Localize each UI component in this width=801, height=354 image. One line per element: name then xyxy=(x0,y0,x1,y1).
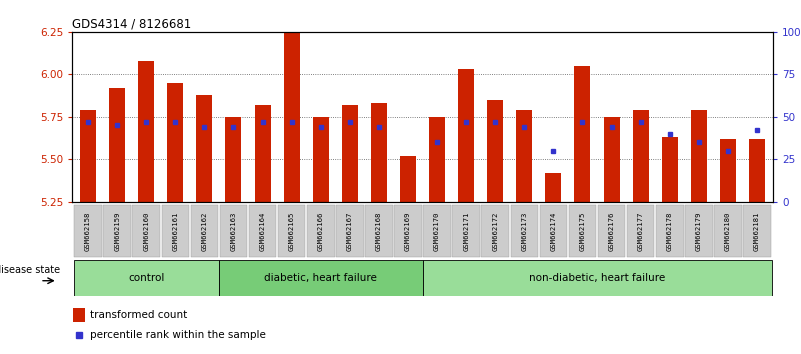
Text: disease state: disease state xyxy=(0,265,61,275)
Bar xyxy=(510,205,538,257)
Text: GSM662177: GSM662177 xyxy=(638,211,644,251)
Text: GSM662181: GSM662181 xyxy=(754,211,760,251)
Text: GSM662168: GSM662168 xyxy=(376,211,382,251)
Bar xyxy=(720,139,736,202)
Text: diabetic, heart failure: diabetic, heart failure xyxy=(264,273,377,283)
Bar xyxy=(656,205,683,257)
Bar xyxy=(312,117,328,202)
Bar xyxy=(307,205,335,257)
Bar xyxy=(103,205,131,257)
Text: GSM662170: GSM662170 xyxy=(434,211,440,251)
Text: GSM662178: GSM662178 xyxy=(666,211,673,251)
Bar xyxy=(336,205,364,257)
Bar xyxy=(132,205,160,257)
Bar xyxy=(569,205,596,257)
Bar xyxy=(365,205,392,257)
Text: GSM662158: GSM662158 xyxy=(85,211,91,251)
Bar xyxy=(604,117,619,202)
Bar xyxy=(255,105,271,202)
Text: GSM662171: GSM662171 xyxy=(463,211,469,251)
Text: GSM662180: GSM662180 xyxy=(725,211,731,251)
Text: GSM662167: GSM662167 xyxy=(347,211,352,251)
Bar xyxy=(400,156,416,202)
Bar xyxy=(487,100,503,202)
Bar xyxy=(139,61,155,202)
Bar xyxy=(167,83,183,202)
Bar xyxy=(749,139,765,202)
Bar xyxy=(74,205,102,257)
Text: GSM662175: GSM662175 xyxy=(579,211,586,251)
Text: GSM662161: GSM662161 xyxy=(172,211,179,251)
Bar xyxy=(598,205,626,257)
Text: GSM662172: GSM662172 xyxy=(493,211,498,251)
Bar xyxy=(423,205,451,257)
Bar xyxy=(627,205,654,257)
Bar xyxy=(394,205,422,257)
Bar xyxy=(191,205,218,257)
Text: GSM662179: GSM662179 xyxy=(696,211,702,251)
Bar xyxy=(743,205,771,257)
Text: percentile rank within the sample: percentile rank within the sample xyxy=(91,330,266,341)
Bar xyxy=(662,137,678,202)
Bar xyxy=(74,260,219,296)
Bar xyxy=(109,88,125,202)
Text: GSM662163: GSM662163 xyxy=(231,211,236,251)
Bar xyxy=(371,103,387,202)
Bar xyxy=(545,173,562,202)
Bar xyxy=(342,105,358,202)
Text: GSM662173: GSM662173 xyxy=(521,211,527,251)
Bar xyxy=(517,110,533,202)
Bar xyxy=(540,205,567,257)
Bar xyxy=(219,205,248,257)
Bar xyxy=(80,110,96,202)
Text: control: control xyxy=(128,273,164,283)
Text: GSM662165: GSM662165 xyxy=(288,211,295,251)
Text: GSM662162: GSM662162 xyxy=(201,211,207,251)
Bar xyxy=(73,308,86,321)
Text: GSM662166: GSM662166 xyxy=(318,211,324,251)
Bar xyxy=(685,205,713,257)
Bar xyxy=(481,205,509,257)
Text: GSM662174: GSM662174 xyxy=(550,211,557,251)
Text: GSM662176: GSM662176 xyxy=(609,211,614,251)
Bar xyxy=(453,205,480,257)
Text: transformed count: transformed count xyxy=(91,310,187,320)
Bar xyxy=(278,205,305,257)
Bar xyxy=(633,110,649,202)
Text: GSM662160: GSM662160 xyxy=(143,211,149,251)
Bar xyxy=(690,110,706,202)
Bar xyxy=(574,66,590,202)
Bar xyxy=(423,260,771,296)
Bar xyxy=(162,205,189,257)
Text: GSM662164: GSM662164 xyxy=(260,211,266,251)
Bar xyxy=(249,205,276,257)
Bar xyxy=(714,205,742,257)
Text: GSM662159: GSM662159 xyxy=(115,211,120,251)
Text: GSM662169: GSM662169 xyxy=(405,211,411,251)
Bar xyxy=(219,260,423,296)
Text: GDS4314 / 8126681: GDS4314 / 8126681 xyxy=(72,18,191,31)
Bar xyxy=(429,117,445,202)
Bar xyxy=(226,117,241,202)
Text: non-diabetic, heart failure: non-diabetic, heart failure xyxy=(529,273,665,283)
Bar xyxy=(284,32,300,202)
Bar xyxy=(458,69,474,202)
Bar xyxy=(196,95,212,202)
